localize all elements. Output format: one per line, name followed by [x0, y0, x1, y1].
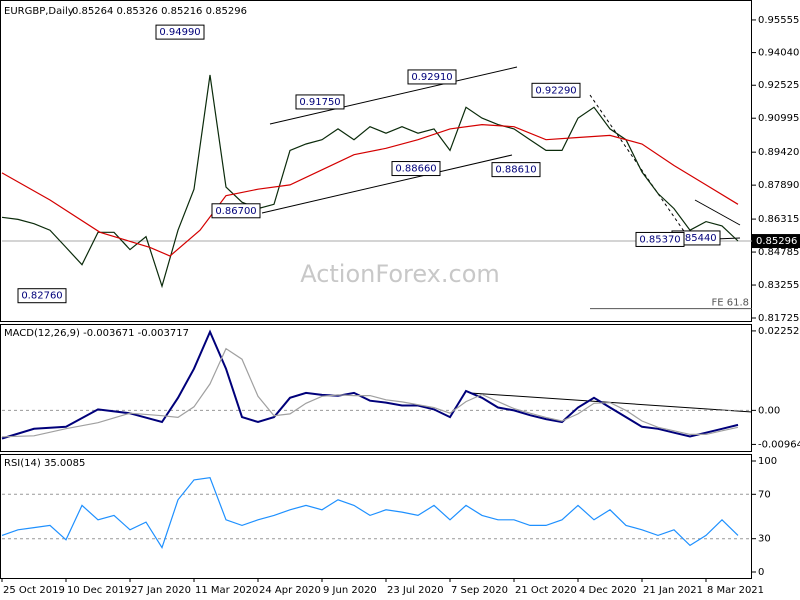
price-annotation: 0.94990 — [159, 27, 200, 38]
price-annotation-box — [17, 288, 67, 304]
panel-border — [0, 454, 752, 579]
y-tick-label: 0 — [758, 567, 764, 578]
macd-title: MACD(12,26,9) -0.003671 -0.003717 — [4, 328, 189, 339]
y-tick-label: 0.83255 — [758, 280, 799, 291]
x-tick-label: 9 Jun 2020 — [323, 585, 377, 596]
trendline — [269, 66, 518, 125]
series-line — [1, 476, 739, 549]
x-tick-label: 11 Mar 2020 — [195, 585, 258, 596]
watermark: ActionForex.com — [300, 260, 500, 288]
frame — [0, 0, 752, 579]
x-tick-label: 24 Apr 2020 — [259, 585, 321, 596]
price-annotation-box — [407, 69, 457, 85]
series-line — [1, 74, 739, 289]
x-tick-label: 7 Sep 2020 — [451, 585, 508, 596]
price-annotation-box — [531, 82, 581, 98]
trendlines — [261, 66, 753, 413]
panel-border — [0, 324, 752, 452]
price-annotation: 0.82760 — [21, 291, 62, 302]
y-tick-label: 0.00 — [758, 405, 780, 416]
x-tick-label: 21 Oct 2020 — [515, 585, 577, 596]
trendline — [261, 154, 513, 214]
price-annotation: 0.92910 — [411, 72, 452, 83]
trendline — [589, 94, 691, 241]
series-line — [1, 123, 739, 257]
y-tick-label: 30 — [758, 534, 771, 545]
price-annotation: 0.91750 — [299, 97, 340, 108]
x-tick-label: 4 Dec 2020 — [579, 585, 637, 596]
y-tick-label: 0.022525 — [758, 326, 800, 337]
x-tick-label: 21 Jan 2021 — [643, 585, 703, 596]
x-tick-label: 27 Jan 2020 — [131, 585, 191, 596]
y-tick-label: 70 — [758, 489, 771, 500]
y-tick-label: -0.009649 — [758, 439, 800, 450]
fe-label: FE 61.8 — [711, 298, 749, 309]
y-tick-label: 0.92525 — [758, 80, 799, 91]
x-tick-label: 10 Dec 2019 — [67, 585, 131, 596]
price-annotation: 0.88610 — [495, 165, 536, 176]
y-tick-label: 0.89420 — [758, 147, 799, 158]
price-annotation: 0.88660 — [395, 164, 436, 175]
price-annotation-box — [295, 94, 345, 110]
y-tick-label: 100 — [758, 456, 777, 467]
y-tick-label: 0.95555 — [758, 15, 799, 26]
series-line — [1, 347, 739, 438]
last-price-label: 0.85296 — [756, 236, 797, 247]
last-price-box — [752, 234, 800, 249]
ohlc-values: 0.85264 0.85326 0.85216 0.85296 — [72, 6, 247, 17]
y-tick-label: 0.87890 — [758, 180, 799, 191]
chart-title: EURGBP,Daily — [4, 6, 74, 17]
y-tick-label: 0.84785 — [758, 247, 799, 258]
y-tick-label: 0.90995 — [758, 113, 799, 124]
x-tick-label: 23 Jul 2020 — [387, 585, 444, 596]
price-annotation: 0.85440 — [675, 233, 716, 244]
series-line — [1, 329, 739, 440]
y-tick-label: 0.94040 — [758, 48, 799, 59]
price-annotation-box — [211, 203, 261, 219]
price-annotation-box — [155, 24, 205, 40]
x-tick-label: 8 Mar 2021 — [707, 585, 764, 596]
y-tick-label: 0.81725 — [758, 313, 799, 324]
trendline — [694, 199, 741, 226]
x-tick-label: 25 Oct 2019 — [3, 585, 65, 596]
price-annotation: 0.85370 — [639, 234, 680, 245]
rsi-title: RSI(14) 35.0085 — [4, 458, 85, 469]
price-annotation: 0.86700 — [215, 206, 256, 217]
panel-border — [0, 0, 752, 322]
price-annotation-box — [391, 161, 441, 177]
price-annotation: 0.92290 — [535, 85, 576, 96]
y-tick-label: 0.86315 — [758, 214, 799, 225]
price-annotation-box — [635, 231, 685, 247]
price-annotation-box — [491, 162, 541, 178]
